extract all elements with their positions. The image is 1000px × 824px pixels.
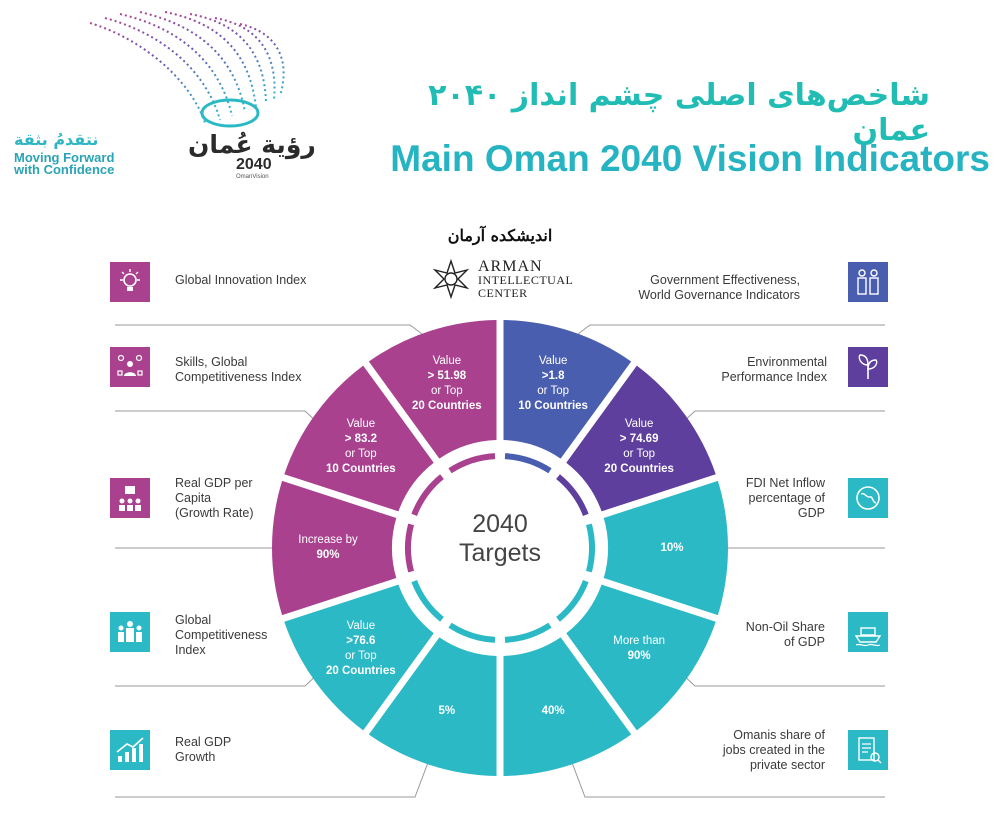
segment-label-line: >76.6 xyxy=(346,635,376,648)
indicator-label-real-gdp-growth: Real GDP Growth xyxy=(175,735,232,764)
wheel-segment xyxy=(368,637,497,776)
indicator-label-non-oil-share: Non-Oil Share of GDP xyxy=(745,620,825,649)
segment-label-line: 10 Countries xyxy=(518,400,588,413)
oman-vision-logo-swirl xyxy=(89,11,285,128)
inner-ring-arc xyxy=(448,622,496,643)
segment-label: Value > 74.69 or Top 20 Countries xyxy=(584,417,694,477)
segment-label-line: or Top xyxy=(344,650,377,663)
indicator-label-global-innovation: Global Innovation Index xyxy=(175,273,307,287)
wheel-segment xyxy=(272,480,397,616)
indicator-label-global-competitiveness: Global Competitiveness Index xyxy=(175,613,268,657)
growth-chart-icon xyxy=(110,730,150,770)
segment-label-line: 20 Countries xyxy=(604,462,674,475)
inner-ring xyxy=(405,453,595,643)
inner-ring-arc xyxy=(556,474,589,517)
segment-label-line: 10% xyxy=(660,541,684,554)
brand-name-persian: اندیشکده آرمان xyxy=(447,226,553,245)
segment-label-line: 90% xyxy=(627,650,651,663)
segment-label: 40% xyxy=(498,704,608,719)
indicator-label-environmental-performance: Environmental Performance Index xyxy=(721,355,827,384)
vision-logo-year: 2040 xyxy=(236,156,272,173)
skills-people-icon xyxy=(110,347,150,387)
segment-label-line: 20 Countries xyxy=(412,400,482,413)
competition-people-icon xyxy=(110,612,150,652)
indicator-label-real-gdp-per-capita: Real GDP per Capita (Growth Rate) xyxy=(175,476,254,520)
inner-ring-arc xyxy=(405,523,415,573)
wheel-segment xyxy=(603,480,728,616)
inner-ring-arc xyxy=(556,579,589,622)
segment-label-line: Value xyxy=(432,355,462,368)
segment-label: Increase by 90% xyxy=(273,533,383,563)
inner-ring-arc xyxy=(585,523,595,573)
segment-label: Value > 83.2 or Top 10 Countries xyxy=(306,417,416,477)
brand-name-english: ARMAN xyxy=(478,258,543,275)
inner-ring-arc xyxy=(504,453,552,474)
wheel-segment xyxy=(284,365,434,512)
center-disc xyxy=(418,466,582,630)
inner-ring-arc xyxy=(411,579,444,622)
wheel-segment xyxy=(284,584,434,731)
center-targets-label: 2040 Targets xyxy=(459,510,541,567)
wheel-segment xyxy=(566,584,716,731)
segment-label-line: or Top xyxy=(344,447,377,460)
plant-icon xyxy=(848,347,888,387)
segment-label-line: or Top xyxy=(537,385,570,398)
segment-label-line: Value xyxy=(346,417,376,430)
brand-subtitle: INTELLECTUAL CENTER xyxy=(478,273,574,300)
segment-label-line: > 74.69 xyxy=(619,432,659,445)
wheel-segment xyxy=(368,320,497,459)
segment-label-line: Value xyxy=(624,417,654,430)
ship-icon xyxy=(848,612,888,652)
segment-label-line: > 51.98 xyxy=(427,370,467,383)
vision-logo-sub: OmanVision xyxy=(236,174,269,180)
tagline-english: Moving Forward with Confidence xyxy=(14,150,115,177)
segment-label-line: 20 Countries xyxy=(326,665,396,678)
wheel-segments xyxy=(272,320,728,776)
segment-label: 5% xyxy=(392,704,502,719)
segment-label-line: 10 Countries xyxy=(326,462,396,475)
segment-label-line: 40% xyxy=(541,705,565,718)
inner-ring-arc xyxy=(448,453,496,474)
inner-ring-arc xyxy=(504,622,552,643)
segment-label: Value >76.6 or Top 20 Countries xyxy=(306,619,416,679)
vision-logo-arabic: رؤية عُمان xyxy=(188,130,316,159)
indicator-label-skills: Skills, Global Competitiveness Index xyxy=(175,355,302,384)
arman-emblem-icon xyxy=(432,258,470,300)
segment-label: More than 90% xyxy=(584,634,694,664)
gdp-per-capita-icon xyxy=(110,478,150,518)
indicator-label-government-effectiveness: Government Effectiveness, World Governanc… xyxy=(638,273,800,302)
inner-ring-arc xyxy=(411,474,444,517)
segment-label-line: 90% xyxy=(316,549,340,561)
segment-label-line: 5% xyxy=(438,705,456,718)
segment-label-line: or Top xyxy=(623,447,656,460)
segment-label: Value > 51.98 or Top 20 Countries xyxy=(392,354,502,414)
segment-label: 10% xyxy=(617,541,727,556)
segment-label-line: Value xyxy=(346,620,376,633)
page-title-persian: شاخص‌های اصلی چشم انداز ۲۰۴۰ عمان xyxy=(428,78,930,148)
segment-label-line: >1.8 xyxy=(541,370,565,383)
segment-label-line: > 83.2 xyxy=(344,432,377,445)
wheel-segment xyxy=(503,637,632,776)
job-document-icon xyxy=(848,730,888,770)
indicator-label-fdi-net-inflow: FDI Net Inflow percentage of GDP xyxy=(745,476,825,520)
segment-label-line: More than xyxy=(613,635,666,648)
indicator-label-omanis-share-of-jobs: Omanis share of jobs created in the privat… xyxy=(722,728,825,772)
segment-label: Value >1.8 or Top 10 Countries xyxy=(498,354,608,414)
tagline-arabic: نتقدمُ بثقة xyxy=(14,130,99,149)
segment-label-line: Increase by xyxy=(298,534,358,546)
government-people-icon xyxy=(848,262,888,302)
wheel-segment xyxy=(566,365,716,512)
lightbulb-icon xyxy=(110,262,150,302)
page-title-english: Main Oman 2040 Vision Indicators xyxy=(390,138,990,179)
segment-label-line: or Top xyxy=(430,385,463,398)
segment-label-line: Value xyxy=(538,355,568,368)
globe-icon xyxy=(848,478,888,518)
wheel-segment xyxy=(503,320,632,459)
